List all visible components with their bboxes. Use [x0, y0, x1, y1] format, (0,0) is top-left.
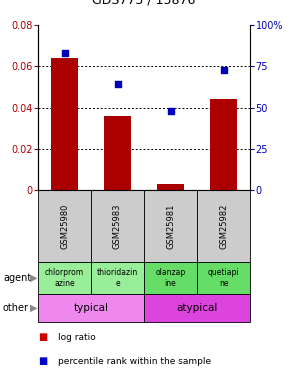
- Bar: [91, 262, 144, 294]
- Text: atypical: atypical: [176, 303, 218, 313]
- Text: percentile rank within the sample: percentile rank within the sample: [58, 357, 211, 366]
- Bar: [51, 58, 78, 190]
- Bar: [210, 99, 237, 190]
- Text: typical: typical: [73, 303, 108, 313]
- Text: ▶: ▶: [30, 303, 37, 313]
- Text: GSM25981: GSM25981: [166, 203, 175, 249]
- Text: ■: ■: [38, 356, 47, 366]
- Text: GDS775 / 15876: GDS775 / 15876: [92, 0, 196, 6]
- Text: ▶: ▶: [30, 273, 37, 283]
- Bar: [38, 190, 91, 262]
- Text: GSM25980: GSM25980: [60, 203, 69, 249]
- Point: [221, 66, 226, 72]
- Bar: [104, 116, 131, 190]
- Text: chlorprom
azine: chlorprom azine: [45, 268, 84, 288]
- Bar: [157, 184, 184, 190]
- Text: other: other: [3, 303, 29, 313]
- Text: ■: ■: [38, 332, 47, 342]
- Point: [62, 50, 67, 56]
- Point: [168, 108, 173, 114]
- Text: GSM25983: GSM25983: [113, 203, 122, 249]
- Text: olanzap
ine: olanzap ine: [155, 268, 186, 288]
- Text: quetiapi
ne: quetiapi ne: [208, 268, 239, 288]
- Bar: [91, 190, 144, 262]
- Bar: [38, 262, 91, 294]
- Bar: [197, 262, 250, 294]
- Text: thioridazin
e: thioridazin e: [97, 268, 138, 288]
- Bar: [197, 190, 250, 262]
- Bar: [144, 262, 197, 294]
- Bar: [144, 190, 197, 262]
- Bar: [144, 294, 250, 322]
- Text: GSM25982: GSM25982: [219, 203, 228, 249]
- Bar: [38, 294, 144, 322]
- Text: log ratio: log ratio: [58, 333, 96, 342]
- Text: agent: agent: [3, 273, 31, 283]
- Point: [115, 81, 120, 87]
